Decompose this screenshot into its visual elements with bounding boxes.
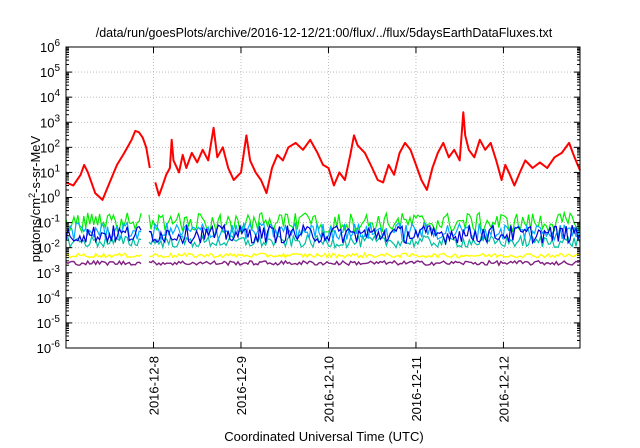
x-tick-label: 2016-12-9	[234, 356, 249, 415]
series-band-5	[65, 251, 581, 259]
y-tick-label: 10-5	[37, 314, 61, 331]
chart-title: /data/run/goesPlots/archive/2016-12-12/2…	[96, 26, 553, 40]
y-tick-label: 100	[40, 189, 60, 206]
y-axis-label: protons/cm2-s-sr-MeV	[27, 135, 43, 262]
series-line-red	[65, 111, 581, 201]
y-tick-label: 10-4	[37, 289, 61, 306]
x-tick-label: 2016-12-11	[409, 356, 424, 422]
y-tick-label: 106	[40, 38, 60, 55]
x-axis-label: Coordinated Universal Time (UTC)	[224, 429, 423, 444]
y-tick-label: 10-6	[37, 339, 61, 356]
y-tick-label: 10-1	[37, 214, 61, 231]
y-tick-label: 105	[40, 63, 60, 80]
svg-text:protons/cm2-s-sr-MeV: protons/cm2-s-sr-MeV	[27, 135, 43, 262]
y-tick-label: 102	[40, 138, 60, 155]
series-band-3	[65, 223, 581, 246]
series-band-6	[65, 259, 581, 267]
y-tick-label: 103	[40, 113, 60, 130]
y-tick-label: 10-3	[37, 264, 61, 281]
grid	[66, 47, 580, 348]
axis-ticks: 10-6 10-5 10-4 10-3 10-2 10-1 100 101 102 103 104 1…	[37, 38, 580, 423]
plot-area	[65, 111, 581, 267]
y-tick-label: 10-2	[37, 239, 61, 256]
y-tick-label: 104	[40, 88, 60, 105]
series-band-1	[65, 210, 581, 235]
x-tick-label: 2016-12-12	[496, 356, 511, 423]
x-tick-label: 2016-12-8	[146, 356, 161, 415]
x-tick-label: 2016-12-10	[321, 356, 336, 423]
y-tick-label: 101	[40, 163, 60, 180]
